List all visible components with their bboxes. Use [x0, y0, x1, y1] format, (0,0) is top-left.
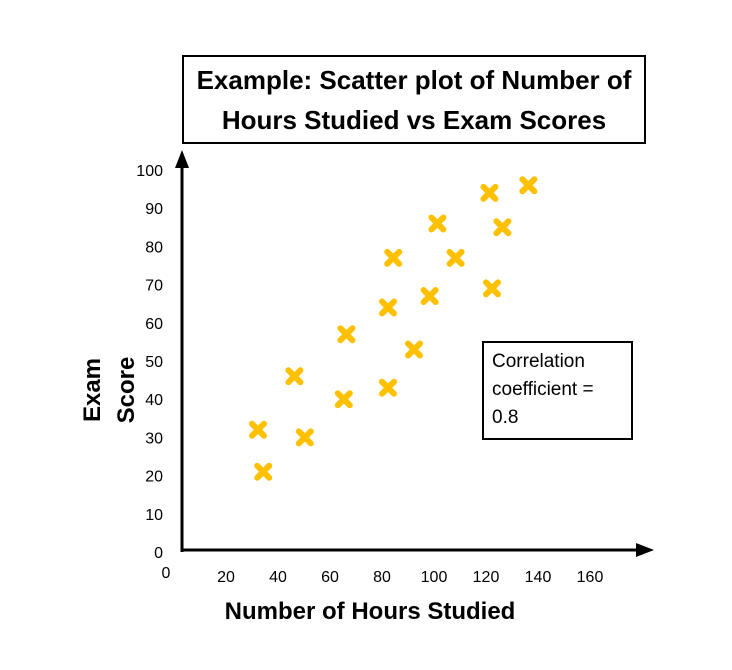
- data-point: [519, 176, 538, 195]
- y-tick-label: 10: [145, 507, 163, 524]
- data-point: [249, 420, 267, 439]
- data-point: [405, 340, 423, 359]
- x-axis-label: Number of Hours Studied: [224, 598, 516, 625]
- data-point: [420, 287, 439, 306]
- data-points: [249, 176, 538, 481]
- x-tick-label: 40: [269, 569, 287, 586]
- x-tick-label: 160: [577, 569, 604, 586]
- x-axis-arrowhead: [636, 543, 654, 557]
- data-point: [379, 378, 397, 397]
- data-point: [428, 214, 447, 233]
- data-point: [483, 279, 501, 298]
- data-point: [337, 325, 356, 344]
- y-tick-label: 90: [145, 201, 163, 218]
- x-tick-label: 20: [217, 569, 235, 586]
- data-point: [379, 298, 397, 317]
- correlation-annotation: Correlation coefficient = 0.8: [482, 341, 633, 440]
- data-point: [384, 248, 403, 267]
- x-tick-label: 60: [321, 569, 339, 586]
- y-tick-labels: 0 10 20 30 40 50 60 70 80 90 100: [136, 163, 163, 562]
- y-tick-label: 40: [145, 392, 163, 409]
- y-tick-label: 30: [145, 430, 163, 447]
- data-point: [295, 428, 314, 447]
- data-point: [493, 218, 512, 237]
- x-tick-label: 80: [373, 569, 391, 586]
- y-tick-label: 70: [145, 278, 163, 295]
- axes: [175, 150, 654, 557]
- data-point: [254, 462, 273, 481]
- y-axis-label: Exam Score: [79, 356, 140, 424]
- data-point: [285, 367, 304, 386]
- x-tick-label: 100: [421, 569, 448, 586]
- data-point: [446, 248, 465, 267]
- x-tick-label: 120: [473, 569, 500, 586]
- x-tick-label: 140: [525, 569, 552, 586]
- y-tick-label: 0: [154, 545, 163, 562]
- chart-title: Example: Scatter plot of Number of Hours…: [182, 55, 646, 144]
- y-axis-arrowhead: [175, 150, 189, 168]
- y-tick-label: 100: [136, 163, 163, 180]
- data-point: [480, 183, 499, 202]
- y-tick-label: 80: [145, 239, 163, 256]
- data-point: [334, 390, 353, 409]
- x-tick-labels: 0 20 40 60 80 100 120 140 160: [162, 565, 604, 586]
- y-tick-label: 20: [145, 469, 163, 486]
- y-tick-label: 50: [145, 354, 163, 371]
- y-tick-label: 60: [145, 316, 163, 333]
- x-tick-label: 0: [162, 565, 171, 582]
